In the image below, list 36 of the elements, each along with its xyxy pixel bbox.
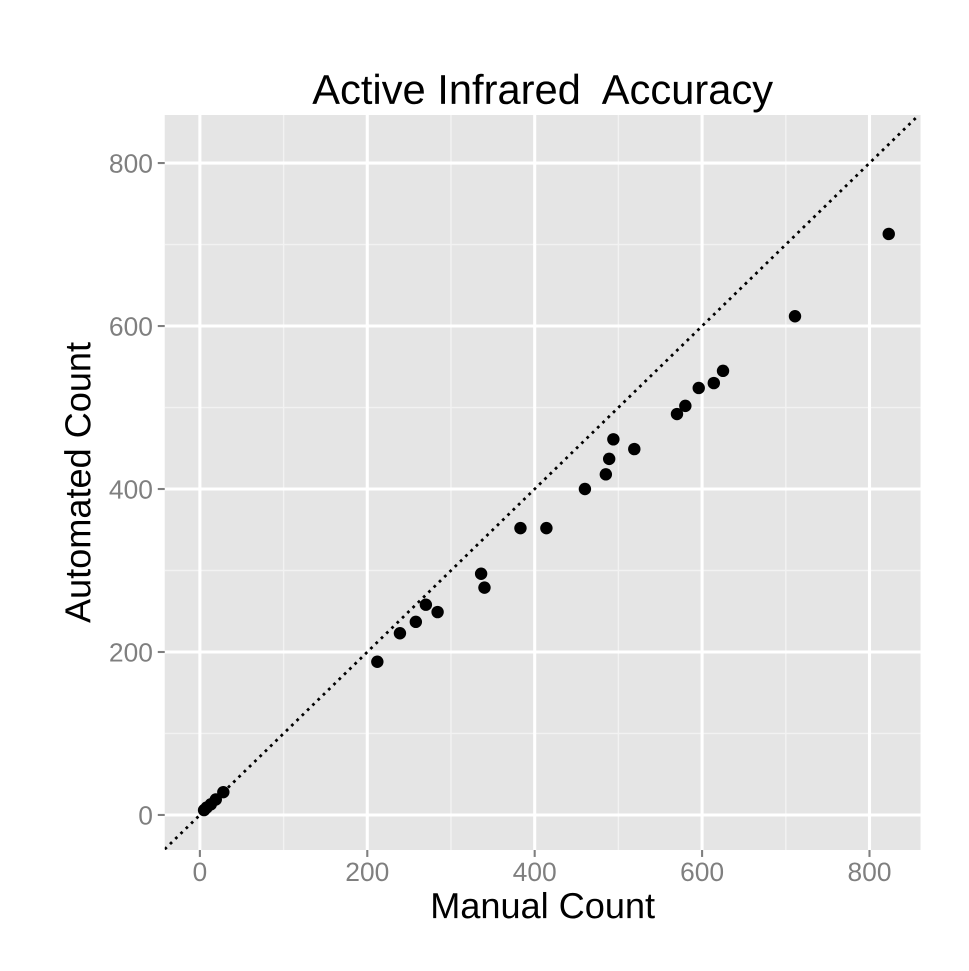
chart-title: Active Infrared Accuracy	[312, 74, 773, 112]
point	[410, 616, 422, 628]
x-axis-title: Manual Count	[433, 892, 655, 918]
y-axis-title: Automated Count	[64, 342, 91, 623]
point	[371, 656, 384, 668]
point	[578, 482, 592, 496]
point	[679, 400, 692, 412]
point	[628, 442, 641, 456]
point	[716, 364, 730, 378]
point	[210, 793, 222, 806]
point	[394, 627, 406, 640]
y-tick-label: 800	[110, 154, 152, 173]
point	[420, 598, 432, 611]
point	[607, 433, 620, 446]
point	[478, 581, 491, 594]
point	[788, 310, 802, 322]
x-tick-label: 400	[513, 862, 556, 882]
y-tick-label: 600	[110, 317, 152, 336]
point	[474, 568, 488, 580]
point	[692, 382, 705, 394]
y-tick-label: 400	[110, 480, 152, 499]
point	[431, 606, 444, 618]
point	[600, 468, 612, 481]
x-tick-label: 800	[848, 862, 890, 882]
y-tick-label: 0	[139, 806, 152, 825]
point	[602, 452, 616, 466]
x-tick-label: 600	[681, 862, 724, 882]
x-tick-label: 0	[194, 862, 206, 882]
point	[217, 786, 230, 798]
point	[540, 522, 553, 534]
point	[882, 228, 895, 240]
point	[670, 408, 684, 420]
point	[708, 376, 720, 390]
point	[514, 522, 527, 534]
y-tick-label: 200	[110, 643, 152, 662]
x-tick-label: 200	[346, 862, 388, 882]
